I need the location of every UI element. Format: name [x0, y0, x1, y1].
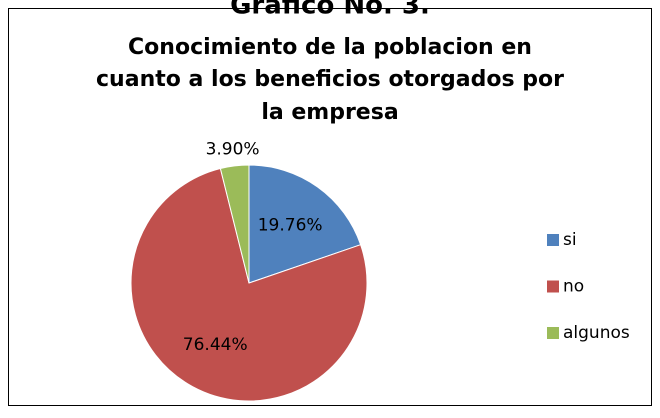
data-label: 76.44%	[183, 335, 248, 355]
chart-title: la empresa	[261, 100, 398, 125]
chart-title: Conocimiento de la poblacion en	[128, 35, 532, 60]
data-label: 19.76%	[258, 215, 323, 235]
pie-slice	[248, 164, 362, 284]
legend-swatch	[547, 234, 559, 246]
chart-title: cuanto a los beneficios otorgados por	[96, 67, 564, 92]
legend-label: algunos	[563, 323, 630, 343]
pie-slice	[130, 167, 368, 402]
chart-heading: Grafico No. 3.	[230, 0, 430, 21]
legend-label: no	[563, 277, 584, 297]
legend-swatch	[547, 327, 559, 339]
pie-slice	[219, 164, 250, 284]
legend-label: si	[563, 230, 577, 250]
data-label: 3.90%	[206, 139, 260, 159]
legend-swatch	[547, 280, 559, 293]
